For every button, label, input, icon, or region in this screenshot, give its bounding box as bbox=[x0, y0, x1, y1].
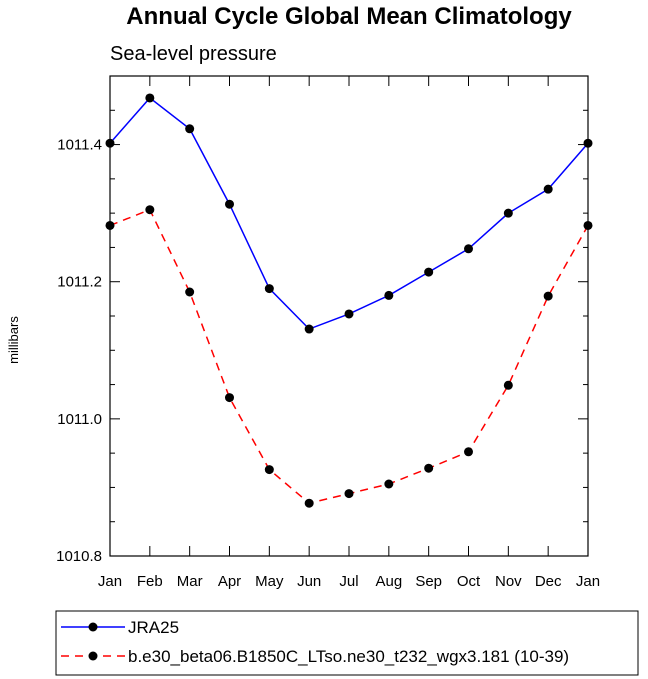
series-1-point bbox=[464, 447, 473, 457]
x-tick-label: Jan bbox=[576, 573, 600, 590]
series-1-point bbox=[503, 380, 513, 390]
y-tick-label: 1011.2 bbox=[57, 274, 102, 291]
x-tick-label: Aug bbox=[375, 573, 402, 590]
series-1-point bbox=[145, 205, 155, 215]
y-tick-label: 1010.8 bbox=[56, 548, 102, 565]
series-1-point bbox=[304, 498, 314, 508]
series-0-point bbox=[264, 284, 274, 294]
series-0-point bbox=[543, 184, 553, 194]
chart-title: Annual Cycle Global Mean Climatology bbox=[126, 3, 572, 30]
legend-box bbox=[55, 610, 639, 676]
chart-subtitle: Sea-level pressure bbox=[110, 43, 277, 65]
series-0-point bbox=[304, 324, 314, 334]
legend: JRA25 b.e30_beta06.B1850C_LTso.ne30_t232_… bbox=[55, 610, 639, 676]
series-0-point bbox=[145, 93, 155, 103]
x-tick-label: Jan bbox=[98, 573, 122, 590]
series-0-point bbox=[503, 208, 513, 218]
series-0-point bbox=[185, 124, 195, 134]
y-axis-label: millibars bbox=[6, 316, 21, 364]
y-tick-label: 1011.0 bbox=[57, 411, 102, 428]
series-0-point bbox=[344, 309, 354, 319]
x-tick-label: Apr bbox=[218, 573, 241, 590]
x-tick-label: Sep bbox=[415, 573, 442, 590]
series-1-point bbox=[424, 463, 434, 473]
x-tick-label: Jul bbox=[339, 573, 358, 590]
series-1-point bbox=[344, 489, 354, 499]
axes: 1010.8 1011.0 1011.2 1011.4 Jan Feb Mar Apr May J… bbox=[56, 75, 600, 590]
x-tick-label: Oct bbox=[457, 573, 481, 590]
series-0-point bbox=[225, 199, 234, 209]
x-tick-label: Mar bbox=[177, 573, 203, 590]
plot-area bbox=[105, 93, 593, 508]
x-tick-label: Feb bbox=[137, 573, 163, 590]
series-1-point bbox=[384, 479, 394, 489]
x-tick-label: Jun bbox=[297, 573, 321, 590]
series-1-point bbox=[543, 291, 553, 301]
series-line-1 bbox=[109, 208, 589, 505]
legend-label-1: b.e30_beta06.B1850C_LTso.ne30_t232_wgx3.… bbox=[128, 647, 569, 666]
series-0-point bbox=[464, 244, 473, 254]
series-0-point bbox=[384, 290, 394, 300]
y-tick-label: 1011.4 bbox=[57, 137, 102, 154]
series-0-point bbox=[424, 267, 434, 277]
series-1-point bbox=[264, 465, 274, 475]
x-tick-label: May bbox=[255, 573, 284, 590]
series-1-point bbox=[185, 287, 195, 297]
series-line-0 bbox=[109, 96, 589, 330]
x-tick-label: Dec bbox=[535, 573, 562, 590]
legend-label-0: JRA25 bbox=[128, 618, 179, 637]
legend-marker-1 bbox=[88, 651, 98, 661]
legend-marker-0 bbox=[88, 622, 98, 632]
x-tick-label: Nov bbox=[495, 573, 522, 590]
series-1-point bbox=[225, 393, 234, 403]
